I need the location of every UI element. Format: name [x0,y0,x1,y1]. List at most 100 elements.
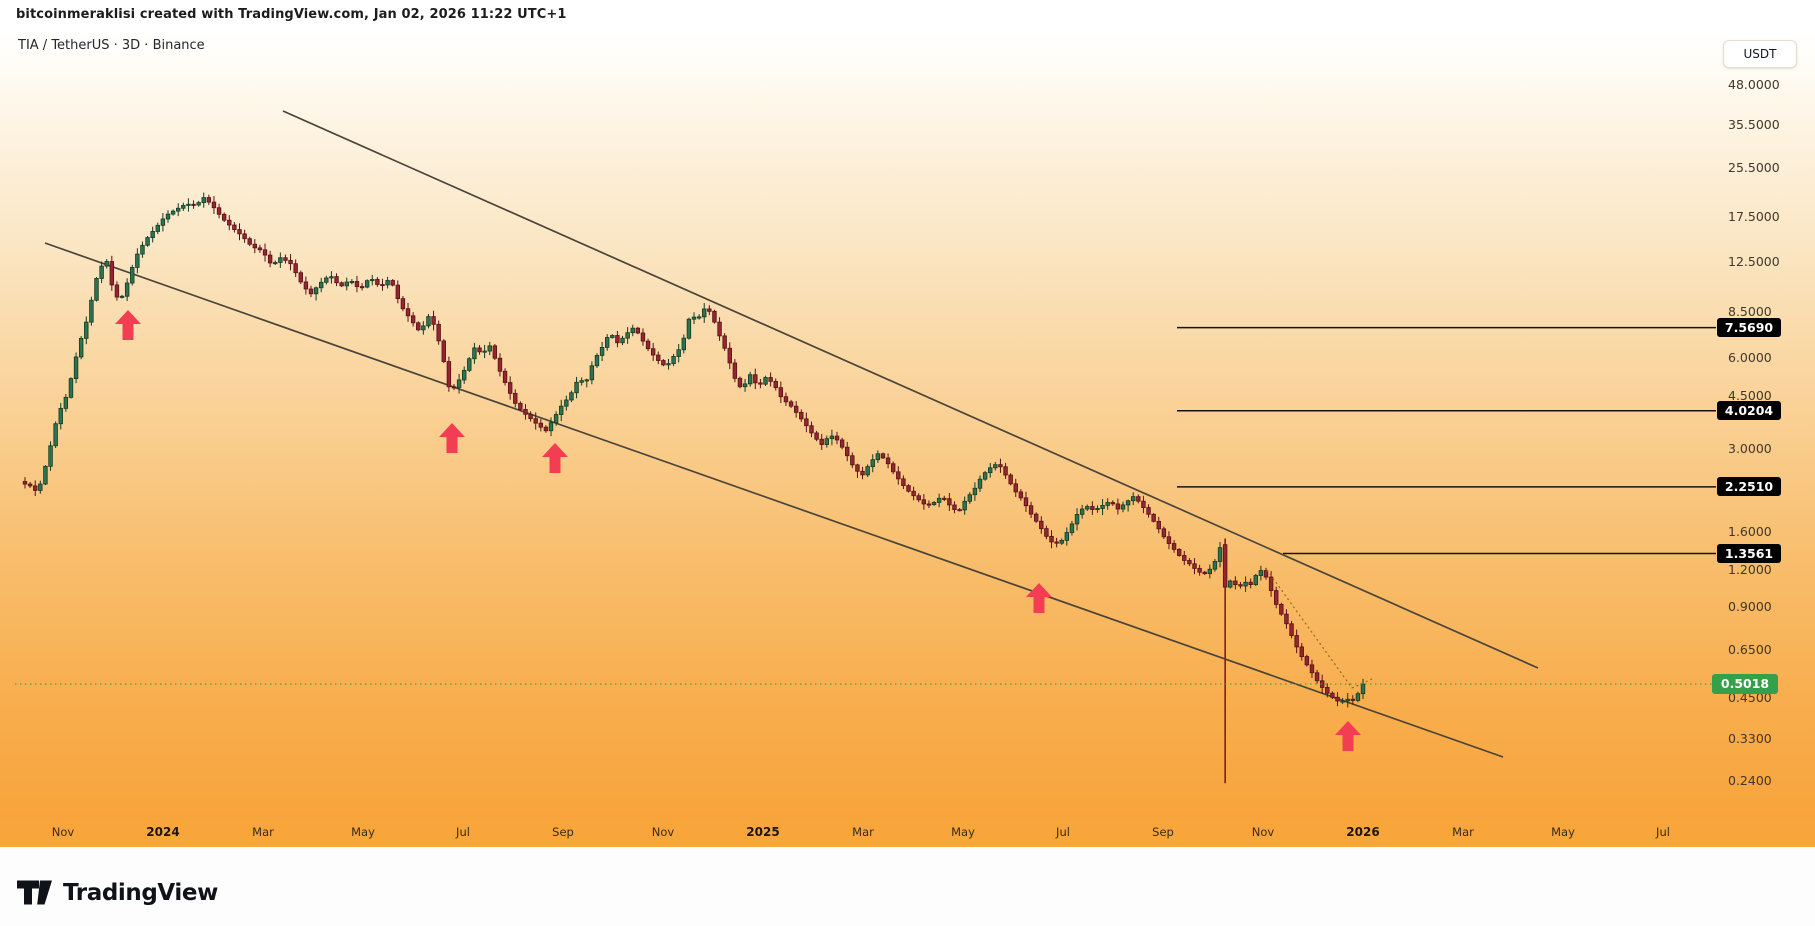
up-arrow-annotation[interactable] [542,443,568,473]
candle-body [293,263,298,274]
candle-body [150,231,155,238]
candle-body [702,308,707,318]
candle-body [518,402,523,410]
time-label-month: Mar [852,825,874,839]
candle-body [375,279,380,285]
price-axis[interactable]: 48.0000 35.5000 25.5000 17.5000 12.5000 8.500… [1712,30,1815,818]
candle-body [528,413,533,420]
candle-body [400,298,406,310]
candle-body [1054,541,1059,544]
time-label-year: 2025 [746,825,780,839]
candle-body [288,259,293,265]
candle-body [610,335,615,338]
candle-body [242,233,247,240]
up-arrow-annotation[interactable] [1026,583,1052,613]
candle-body [477,347,482,353]
lower-channel-trendline[interactable] [44,242,1504,758]
candle-body [283,257,288,261]
candle-body [834,435,840,441]
candle-body [1212,561,1218,570]
candle-body [431,316,436,325]
candle-body [359,286,365,289]
candle-body [788,401,794,407]
candle-body [1299,646,1304,657]
candle-body [68,378,74,398]
candle-body [33,485,38,491]
candle-body [988,467,993,474]
key-level-label: 4.0204 [1717,401,1781,421]
candle-body [931,502,937,505]
candle-body [681,337,687,351]
dotted-sketch-line[interactable] [1266,569,1353,689]
price-tick: 25.5000 [1728,160,1780,176]
candle-body [232,224,237,230]
candle-body [441,340,446,362]
candle-body [1013,483,1018,493]
tradingview-logo[interactable]: TradingView [16,877,218,908]
candle-body [742,383,748,388]
dotted-sketch-lines[interactable] [1266,569,1375,689]
up-arrow-annotation[interactable] [1335,721,1361,751]
candle-body [114,284,120,298]
up-arrow-annotation[interactable] [115,310,141,340]
time-label-month: May [951,825,975,839]
price-tick: 0.3300 [1728,731,1772,747]
candle-body [252,243,258,249]
time-axis[interactable]: Nov 2024 Mar May Jul Sep Nov 2025 Mar May Jul Sep No… [0,818,1815,847]
candle-body [691,316,697,320]
candle-body [579,380,584,383]
candle-body [221,213,227,221]
candle-body [967,494,972,502]
candle-body [880,453,886,459]
price-tick: 35.5000 [1728,116,1780,132]
candle-body [247,238,252,245]
price-tick: 12.5000 [1728,253,1780,269]
candle-body [977,478,983,489]
candle-body [1294,635,1299,648]
candle-body [1304,656,1310,666]
candle-body [201,197,206,204]
candle-body [1217,547,1223,562]
time-label-month: Mar [1452,825,1474,839]
candle-body [778,387,784,398]
symbol-title[interactable]: TIA / TetherUS · 3D · Binance [18,38,205,53]
candle-body [421,325,426,331]
candle-body [364,280,370,288]
arrow-annotations[interactable] [115,310,1361,751]
up-arrow-annotation[interactable] [439,423,465,453]
time-label-year: 2024 [146,825,180,839]
time-label-month: Sep [1152,825,1174,839]
chart-background[interactable] [0,30,1815,818]
price-tick: 4.5000 [1728,387,1772,403]
time-label-year: 2026 [1346,825,1380,839]
candle-body [451,386,457,389]
currency-button[interactable]: USDT [1723,40,1797,68]
candle-body [227,219,232,226]
candle-body [191,203,196,206]
candle-body [906,485,911,492]
candle-body [349,281,355,284]
candle-body [1079,508,1085,515]
dotted-sketch-line[interactable] [1351,677,1375,689]
candle-body [329,276,334,279]
candle-body [104,261,109,267]
horizontal-rays[interactable] [1177,326,1716,555]
candle-body [962,500,967,511]
trendlines[interactable] [44,110,1539,758]
candles[interactable] [22,192,1366,784]
candle-body [753,374,758,384]
candle-body [1187,560,1192,565]
time-label-month: Sep [552,825,574,839]
candle-body [181,205,186,209]
candle-body [604,337,610,348]
candle-body [676,349,681,357]
price-tick: 1.2000 [1728,561,1772,577]
upper-channel-trendline[interactable] [282,110,1539,669]
candle-body [1340,700,1345,703]
candle-body [947,498,952,506]
candle-body [1355,693,1361,701]
candle-body [824,438,829,445]
candle-body [1064,532,1070,541]
candle-body [267,254,273,264]
